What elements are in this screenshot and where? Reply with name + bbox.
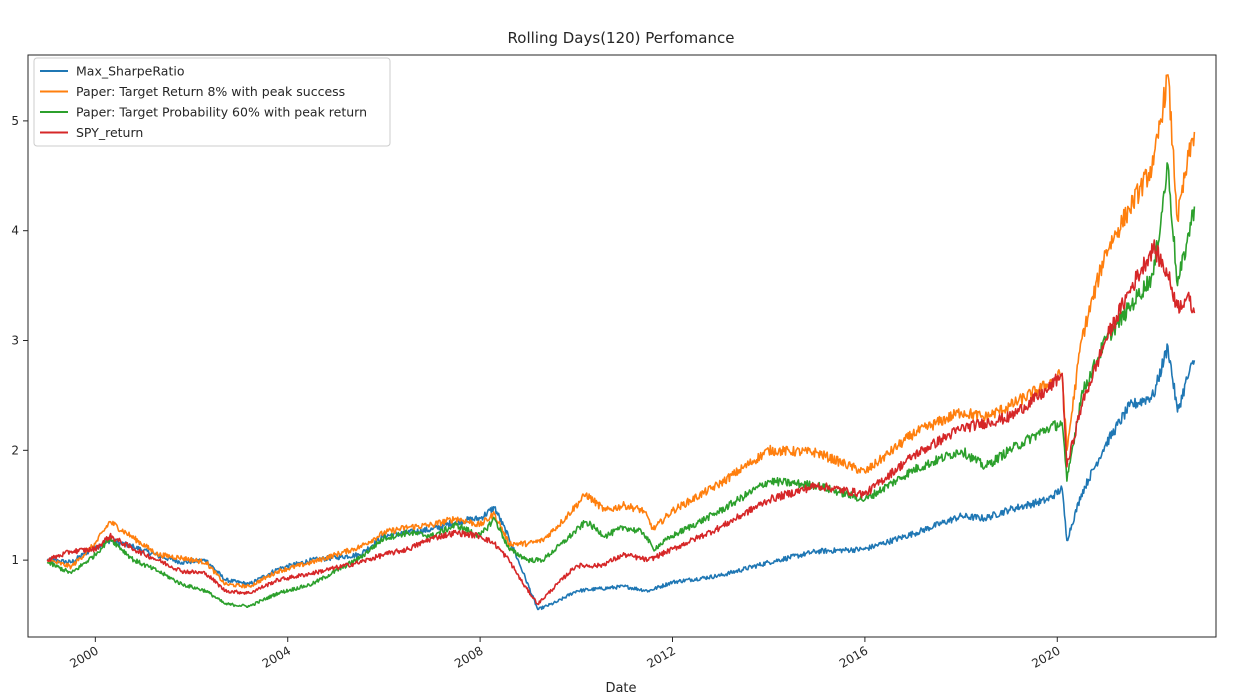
legend: Max_SharpeRatio Paper: Target Return 8% w… <box>33 57 391 147</box>
y-tick-label: 3 <box>11 334 19 348</box>
y-tick-label: 4 <box>11 224 19 238</box>
legend-label: Paper: Target Probability 60% with peak … <box>76 105 367 120</box>
y-tick-label: 5 <box>11 114 19 128</box>
series-line-2 <box>46 74 1196 589</box>
series-layer <box>46 74 1196 611</box>
plot-frame <box>27 54 1217 638</box>
y-tick-label: 2 <box>11 443 19 457</box>
legend-label: Max_SharpeRatio <box>76 64 184 79</box>
series-line-4 <box>46 239 1196 606</box>
series-line-1 <box>46 343 1196 611</box>
x-axis-label: Date <box>605 681 636 696</box>
legend-label: Paper: Target Return 8% with peak succes… <box>76 84 345 99</box>
legend-box <box>33 57 391 147</box>
legend-label: SPY_return <box>76 125 143 140</box>
chart-title: Rolling Days(120) Perfomance <box>508 29 735 47</box>
y-tick-label: 1 <box>11 553 19 567</box>
y-axis: 1 2 3 4 5 <box>11 114 28 567</box>
series-line-3 <box>46 162 1196 608</box>
